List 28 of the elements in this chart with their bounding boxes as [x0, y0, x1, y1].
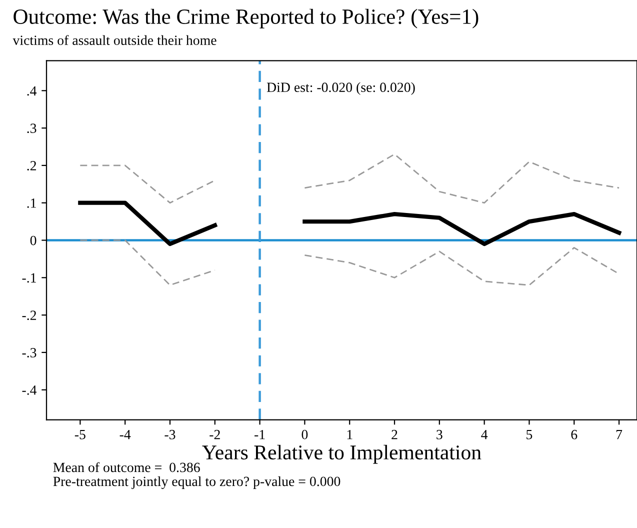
x-tick-label: 1: [347, 430, 352, 440]
x-tick-label: 5: [526, 430, 532, 440]
x-tick-label: 0: [302, 430, 308, 440]
chart-title: Outcome: Was the Crime Reported to Police? (Yes=1): [14, 8, 478, 28]
x-tick-label: 7: [616, 430, 622, 440]
y-tick-label: .1: [27, 198, 36, 208]
x-tick-label: -2: [210, 430, 220, 440]
x-tick-label: -3: [164, 430, 176, 440]
y-tick-label: .2: [27, 161, 36, 170]
annotation: DiD est: -0.020 (se: 0.020): [266, 82, 415, 95]
y-tick-label: -.1: [22, 273, 36, 283]
y-tick-label: -.2: [22, 310, 36, 320]
chart-subtitle: victims of assault outside their home: [12, 35, 216, 46]
y-tick-label: -.4: [22, 386, 37, 395]
y-tick-label: 0: [30, 236, 36, 246]
y-tick-label: .4: [27, 86, 37, 96]
x-axis-title: Years Relative to Implementation: [202, 444, 482, 464]
y-tick-label: .3: [27, 124, 36, 134]
x-tick-label: -1: [254, 430, 265, 440]
text: Mean of outcome = 0.386: [53, 462, 200, 472]
x-tick-label: 3: [436, 430, 442, 440]
x-tick-label: 6: [571, 430, 578, 440]
x-tick-label: 2: [392, 430, 398, 440]
x-tick-label: -5: [74, 430, 86, 440]
x-tick-label: -4: [120, 430, 131, 440]
y-tick-label: -.3: [22, 348, 36, 358]
x-tick-label: 4: [481, 430, 488, 440]
text: Pre-treatment jointly equal to zero? p-value = 0.000: [53, 476, 340, 489]
